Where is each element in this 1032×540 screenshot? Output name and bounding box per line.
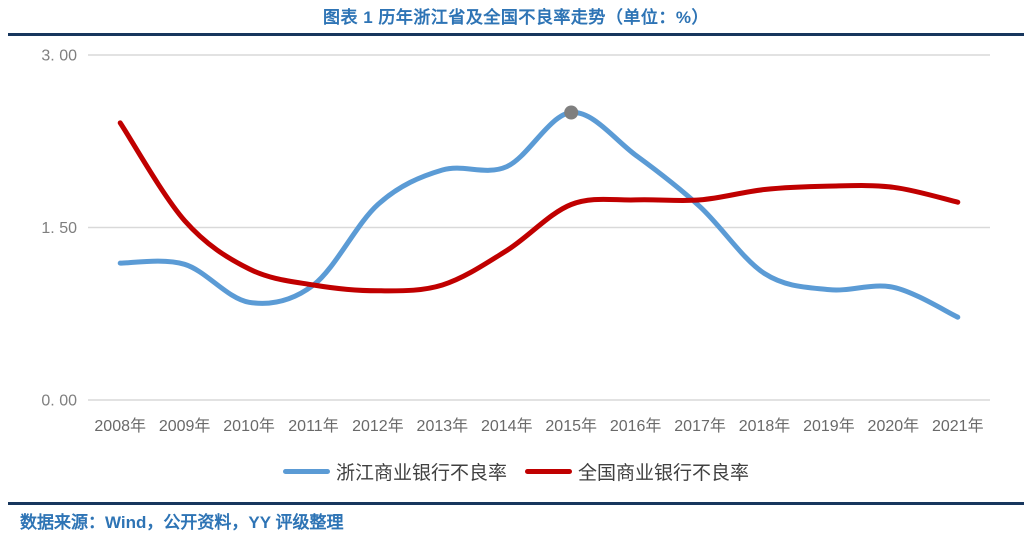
x-tick-label: 2014年 xyxy=(481,417,533,435)
chart-legend: 浙江商业银行不良率 全国商业银行不良率 xyxy=(0,458,1032,484)
x-tick-label: 2008年 xyxy=(94,417,146,435)
legend-label-national: 全国商业银行不良率 xyxy=(578,462,750,484)
legend-label-zhejiang: 浙江商业银行不良率 xyxy=(335,462,507,484)
x-tick-label: 2020年 xyxy=(868,417,920,435)
legend-item-national: 全国商业银行不良率 xyxy=(525,458,749,485)
x-tick-label: 2010年 xyxy=(223,417,275,435)
x-tick-label: 2011年 xyxy=(288,417,338,435)
zhejiang-npl-line xyxy=(117,109,961,320)
x-tick-label: 2019年 xyxy=(803,417,855,435)
figure-title: 图表 1 历年浙江省及全国不良率走势（单位：%） xyxy=(322,8,710,27)
x-tick-label: 2017年 xyxy=(674,417,726,435)
x-tick-label: 2012年 xyxy=(352,417,404,435)
data-source-note: 数据来源：Wind，公开资料，YY 评级整理 xyxy=(20,513,344,532)
axis-labels-layer: 0. 00 1. 50 3. 00 2008年 2009年 2010年 2011年 2012年… xyxy=(41,48,983,436)
x-tick-label: 2021年 xyxy=(932,417,984,435)
y-tick-label: 1. 50 xyxy=(41,220,77,237)
x-tick-label: 2016年 xyxy=(610,417,662,435)
national-npl-line xyxy=(117,120,961,294)
x-tick-label: 2009年 xyxy=(159,417,211,435)
national-line-swatch xyxy=(525,468,572,474)
top-divider xyxy=(8,33,1024,36)
legend-item-zhejiang: 浙江商业银行不良率 xyxy=(282,458,507,485)
x-tick-label: 2013年 xyxy=(417,417,469,435)
x-tick-label: 2015年 xyxy=(545,417,597,435)
series-layer xyxy=(117,105,961,320)
y-tick-label: 0. 00 xyxy=(41,393,77,410)
peak-marker xyxy=(564,105,579,120)
zhejiang-line-swatch xyxy=(282,468,330,474)
x-tick-label: 2018年 xyxy=(739,417,791,435)
bottom-divider xyxy=(8,502,1024,505)
y-tick-label: 3. 00 xyxy=(41,48,77,65)
